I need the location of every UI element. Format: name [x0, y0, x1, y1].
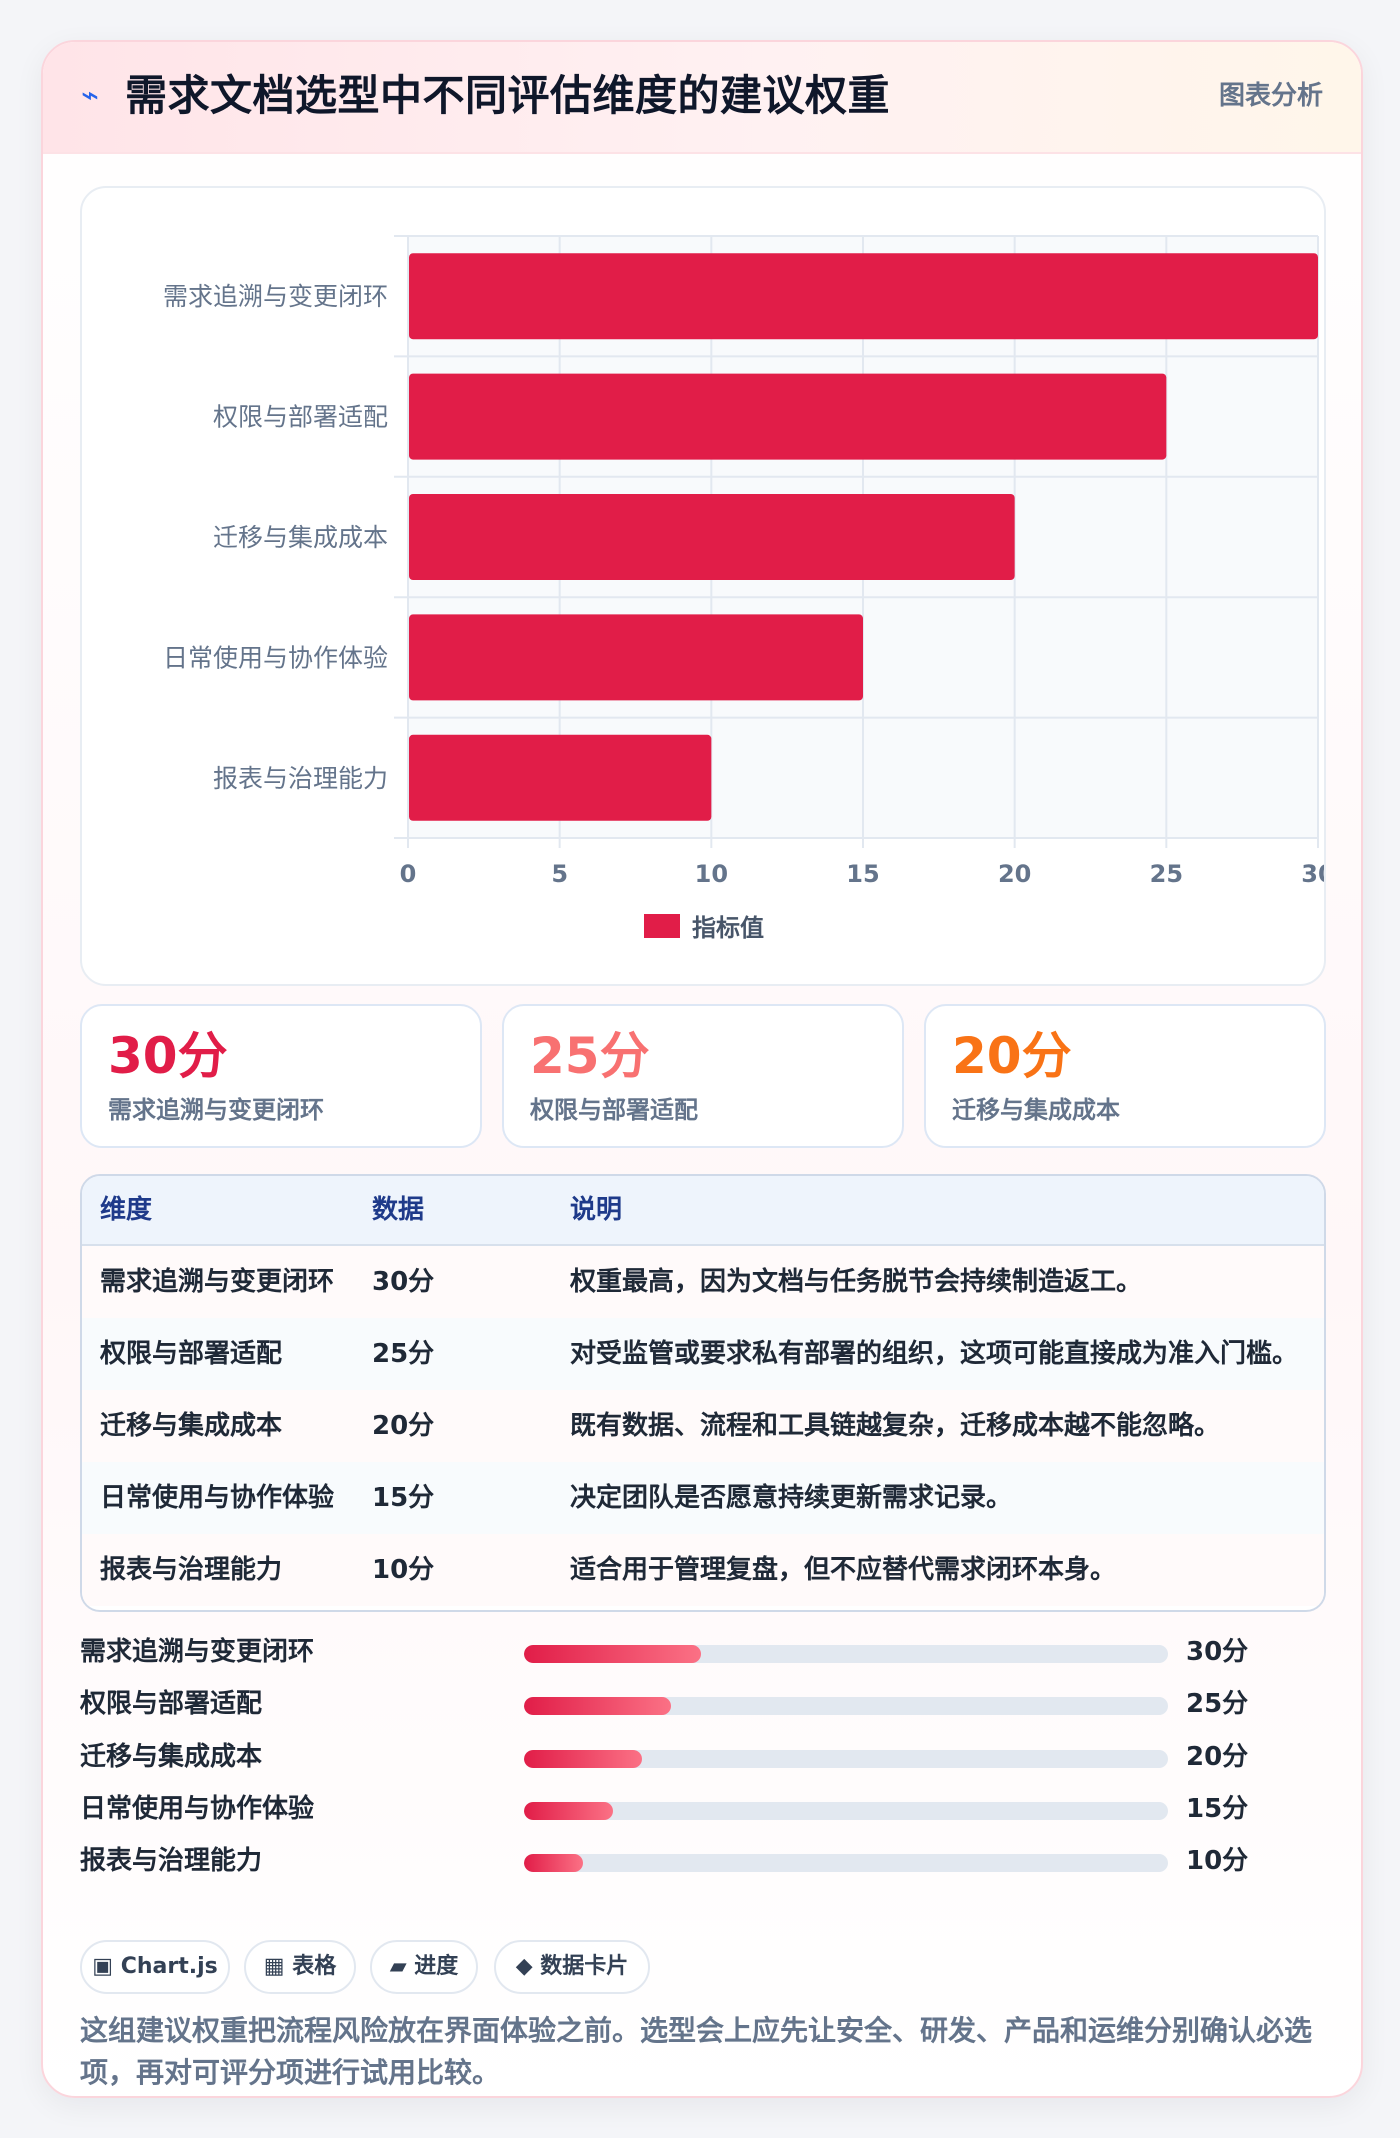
bar: [409, 494, 1015, 580]
stat-label: 权限与部署适配: [530, 1096, 698, 1124]
card-header: ⌁ 需求文档选型中不同评估维度的建议权重 图表分析: [43, 42, 1361, 154]
x-tick-label: 5: [551, 860, 568, 888]
x-tick-label: 20: [998, 860, 1031, 888]
progress-fill: [524, 1854, 584, 1872]
y-tick-label: 权限与部署适配: [213, 403, 388, 432]
progress-fill: [524, 1645, 702, 1663]
column-header: 维度: [100, 1195, 153, 1225]
stat-value: 20分: [952, 1027, 1072, 1085]
chip-label: 表格: [292, 1954, 337, 1979]
table-row: 报表与治理能力 10分 适合用于管理复盘，但不应替代需求闭环本身。: [82, 1534, 1324, 1606]
table-cell: 决定团队是否愿意持续更新需求记录。: [570, 1483, 1013, 1513]
report-card: ⌁ 需求文档选型中不同评估维度的建议权重 图表分析 0 5 10 15 20 25 30 需求…: [41, 40, 1363, 2098]
y-tick-label: 日常使用与协作体验: [163, 643, 388, 672]
stat-value: 30分: [108, 1027, 228, 1085]
progress-track: [524, 1854, 1168, 1872]
chip-label: 数据卡片: [540, 1954, 629, 1979]
stat-value: 25分: [530, 1027, 650, 1085]
table-cell: 报表与治理能力: [100, 1555, 283, 1585]
x-tick-label: 10: [695, 860, 728, 888]
stat-label: 需求追溯与变更闭环: [108, 1096, 324, 1124]
progress-value: 15分: [1186, 1794, 1249, 1824]
progress-track: [524, 1802, 1168, 1820]
table-cell: 既有数据、流程和工具链越复杂，迁移成本越不能忽略。: [570, 1411, 1221, 1441]
table-cell: 适合用于管理复盘，但不应替代需求闭环本身。: [570, 1555, 1117, 1585]
progress-row: 报表与治理能力 10分: [80, 1839, 1322, 1883]
legend-swatch: [644, 914, 680, 938]
bolt-icon: ⌁: [81, 78, 100, 113]
chip-data-card[interactable]: ◆ 数据卡片: [494, 1940, 650, 1994]
bar: [409, 734, 712, 821]
grid-icon: ▦: [263, 1954, 285, 1979]
table-cell: 日常使用与协作体验: [100, 1483, 335, 1513]
progress-value: 25分: [1186, 1689, 1249, 1719]
table-body: 需求追溯与变更闭环 30分 权重最高，因为文档与任务脱节会持续制造返工。 权限与…: [82, 1246, 1324, 1608]
progress-label: 需求追溯与变更闭环: [80, 1637, 315, 1667]
progress-fill: [524, 1802, 613, 1820]
progress-track: [524, 1697, 1168, 1715]
table-row: 权限与部署适配 25分 对受监管或要求私有部署的组织，这项可能直接成为准入门槛。: [82, 1318, 1324, 1391]
progress-label: 日常使用与协作体验: [80, 1794, 315, 1824]
stat-label: 迁移与集成成本: [952, 1096, 1120, 1124]
y-tick-label: 迁移与集成成本: [213, 523, 388, 552]
bar: [409, 253, 1318, 340]
table-row: 迁移与集成成本 20分 既有数据、流程和工具链越复杂，迁移成本越不能忽略。: [82, 1390, 1324, 1463]
progress-row: 日常使用与协作体验 15分: [80, 1787, 1322, 1831]
table-cell: 25分: [372, 1339, 435, 1369]
legend-label: 指标值: [692, 914, 764, 942]
diamond-icon: ◆: [515, 1954, 533, 1979]
progress-fill: [524, 1750, 642, 1768]
x-tick-label: 15: [846, 860, 879, 888]
chip-table[interactable]: ▦ 表格: [244, 1940, 356, 1994]
table-cell: 15分: [372, 1483, 435, 1513]
x-tick-label: 30: [1301, 860, 1324, 888]
progress-row: 迁移与集成成本 20分: [80, 1735, 1322, 1779]
chip-label: 进度: [414, 1954, 459, 1979]
progress-label: 权限与部署适配: [80, 1689, 263, 1719]
table-cell: 10分: [372, 1555, 435, 1585]
square-icon: ▣: [92, 1954, 114, 1979]
stat-card: 20分 迁移与集成成本: [924, 1004, 1326, 1148]
progress-track: [524, 1645, 1168, 1663]
progress-value: 20分: [1186, 1742, 1249, 1772]
progress-label: 迁移与集成成本: [80, 1742, 263, 1772]
table-row: 日常使用与协作体验 15分 决定团队是否愿意持续更新需求记录。: [82, 1462, 1324, 1535]
progress-track: [524, 1750, 1168, 1768]
column-header: 数据: [372, 1195, 425, 1225]
bar-chart: 0 5 10 15 20 25 30 需求追溯与变更闭环权限与部署适配迁移与集成成本日常使用与…: [163, 235, 1324, 942]
y-tick-label: 报表与治理能力: [213, 764, 388, 793]
chip-chartjs[interactable]: ▣ Chart.js: [80, 1940, 230, 1994]
header-badge: 图表分析: [1218, 81, 1323, 111]
bar: [409, 373, 1167, 460]
parallelogram-icon: ▰: [389, 1954, 407, 1979]
chip-progress[interactable]: ▰ 进度: [370, 1940, 478, 1994]
column-header: 说明: [570, 1195, 623, 1225]
chip-label: Chart.js: [120, 1954, 218, 1979]
table-cell: 20分: [372, 1411, 435, 1441]
data-table: 维度 数据 说明 需求追溯与变更闭环 30分 权重最高，因为文档与任务脱节会持续…: [80, 1174, 1326, 1612]
progress-row: 权限与部署适配 25分: [80, 1682, 1322, 1726]
chart-panel: 0 5 10 15 20 25 30 需求追溯与变更闭环权限与部署适配迁移与集成成本日常使用与…: [80, 186, 1326, 986]
bar: [409, 614, 863, 701]
table-cell: 迁移与集成成本: [100, 1411, 283, 1441]
x-tick-label: 0: [400, 860, 417, 888]
table-header: 维度 数据 说明: [82, 1176, 1324, 1246]
y-tick-label: 需求追溯与变更闭环: [163, 282, 388, 311]
table-cell: 对受监管或要求私有部署的组织，这项可能直接成为准入门槛。: [570, 1339, 1299, 1369]
table-cell: 权重最高，因为文档与任务脱节会持续制造返工。: [570, 1267, 1143, 1297]
table-cell: 30分: [372, 1267, 435, 1297]
summary-text: 这组建议权重把流程风险放在界面体验之前。选型会上应先让安全、研发、产品和运维分别…: [80, 2014, 1313, 2089]
page-title: 需求文档选型中不同评估维度的建议权重: [125, 71, 891, 120]
progress-row: 需求追溯与变更闭环 30分: [80, 1630, 1322, 1674]
progress-label: 报表与治理能力: [80, 1846, 263, 1876]
table-row: 需求追溯与变更闭环 30分 权重最高，因为文档与任务脱节会持续制造返工。: [82, 1246, 1324, 1319]
table-cell: 权限与部署适配: [100, 1339, 283, 1369]
progress-value: 30分: [1186, 1637, 1249, 1667]
stat-card: 25分 权限与部署适配: [502, 1004, 904, 1148]
table-cell: 需求追溯与变更闭环: [100, 1267, 335, 1297]
x-tick-label: 25: [1150, 860, 1183, 888]
progress-value: 10分: [1186, 1846, 1249, 1876]
progress-fill: [524, 1697, 672, 1715]
stat-card: 30分 需求追溯与变更闭环: [80, 1004, 482, 1148]
